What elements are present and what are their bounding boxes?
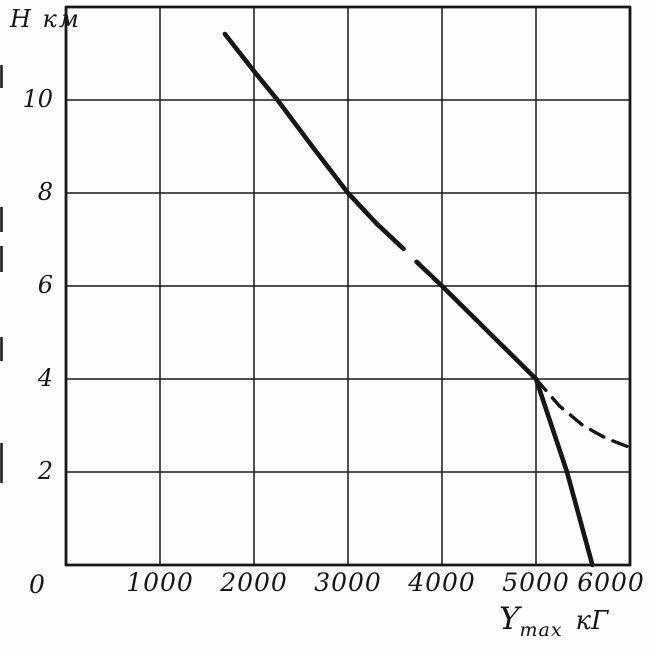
gridlines: [66, 7, 630, 565]
series-steep-descent-solid: [533, 376, 595, 568]
data-series: [222, 31, 629, 568]
x-tick-label: 2000: [220, 568, 288, 597]
series-extension-dashed: [534, 377, 629, 449]
y-axis-label: Н км: [10, 5, 81, 33]
y-tick-label: 8: [37, 178, 53, 206]
plot-frame: [64, 5, 632, 567]
y-tick-label: 2: [37, 457, 53, 485]
x-tick-label: 1000: [126, 568, 194, 597]
x-axis-label-subscript: max: [519, 619, 563, 641]
series-ceiling-curve-upper-solid: [222, 31, 406, 252]
y-tick-label: 10: [22, 85, 53, 113]
x-tick-label: 4000: [408, 568, 476, 597]
plot-border: [64, 5, 632, 567]
series-ceiling-curve-lower-solid: [414, 259, 539, 382]
x-axis-label-unit: кГ: [575, 606, 609, 636]
y-tick-label: 6: [37, 271, 53, 299]
x-tick-label: 5000: [502, 568, 570, 597]
x-axis-label: Ymax кГ: [499, 601, 609, 641]
x-tick-label: 6000: [577, 568, 645, 597]
x-axis-label-symbol: Y: [499, 601, 520, 637]
x-tick-label: 3000: [314, 568, 382, 597]
y-tick-label: 4: [37, 364, 53, 392]
origin-tick-label: 0: [29, 570, 45, 599]
